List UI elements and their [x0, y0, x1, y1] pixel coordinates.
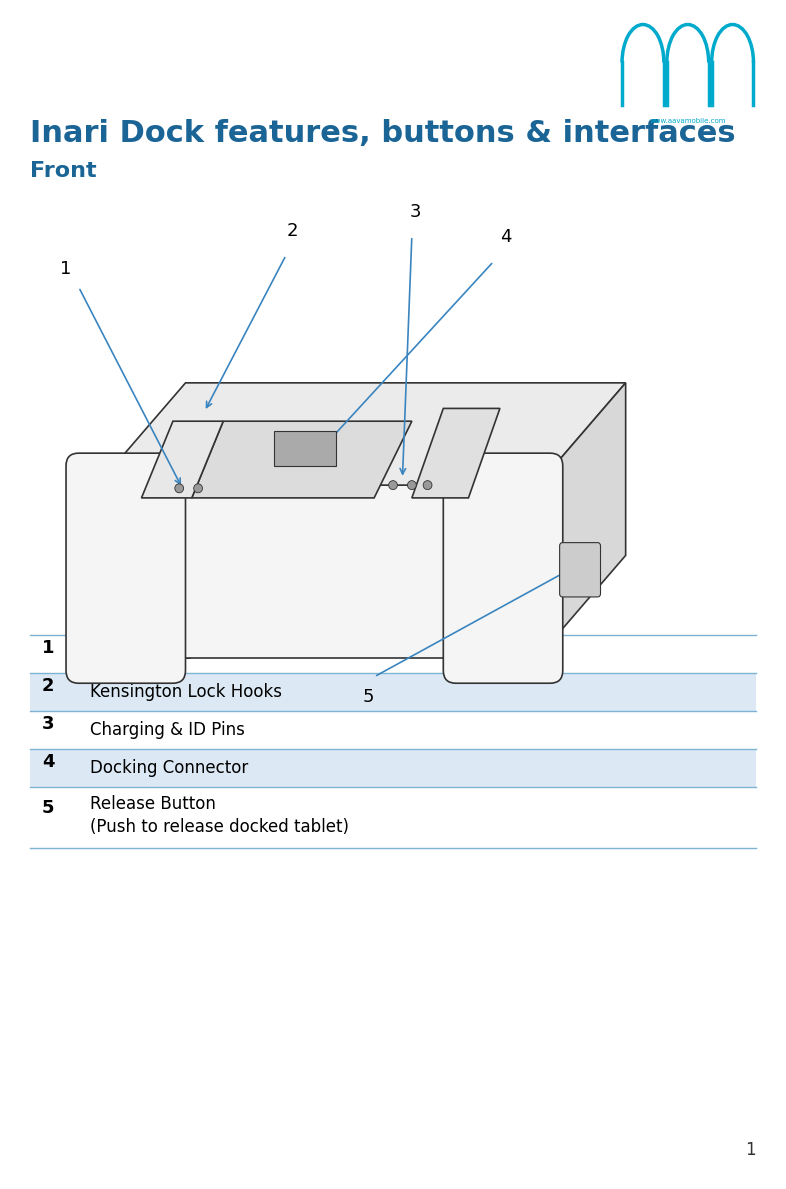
Text: 4: 4	[42, 754, 54, 772]
FancyBboxPatch shape	[66, 453, 185, 684]
Text: Release Button: Release Button	[90, 795, 216, 813]
Circle shape	[407, 480, 417, 490]
Text: 3: 3	[410, 202, 421, 221]
Text: www.aavamobile.com: www.aavamobile.com	[649, 118, 726, 124]
Text: Kensington Lock Hooks: Kensington Lock Hooks	[90, 682, 282, 702]
Text: Front: Front	[30, 161, 97, 181]
Text: Charging & ID Pins: Charging & ID Pins	[90, 721, 245, 740]
Polygon shape	[97, 485, 538, 658]
Polygon shape	[97, 383, 626, 485]
Polygon shape	[141, 421, 223, 498]
Text: 4: 4	[501, 228, 512, 246]
Text: 5: 5	[42, 799, 54, 817]
Circle shape	[388, 480, 398, 490]
Bar	[30, 749, 756, 787]
FancyBboxPatch shape	[443, 453, 563, 684]
Text: 1: 1	[745, 1141, 756, 1159]
Polygon shape	[538, 383, 626, 658]
Text: 3: 3	[42, 716, 54, 734]
FancyBboxPatch shape	[274, 430, 336, 466]
Text: Docking Connector: Docking Connector	[90, 759, 248, 776]
Text: 2: 2	[42, 678, 54, 696]
Text: Guiding Pins: Guiding Pins	[90, 644, 193, 663]
Text: 1: 1	[61, 260, 72, 278]
Bar	[30, 673, 756, 711]
Text: 5: 5	[362, 688, 373, 706]
Text: Inari Dock features, buttons & interfaces: Inari Dock features, buttons & interface…	[30, 119, 736, 147]
Text: 2: 2	[287, 222, 298, 240]
Circle shape	[423, 480, 432, 490]
FancyBboxPatch shape	[560, 542, 601, 597]
Polygon shape	[412, 408, 500, 498]
Circle shape	[174, 484, 184, 492]
Text: (Push to release docked tablet): (Push to release docked tablet)	[90, 818, 349, 836]
Text: 1: 1	[42, 640, 54, 658]
Circle shape	[193, 484, 203, 492]
Polygon shape	[192, 421, 412, 498]
